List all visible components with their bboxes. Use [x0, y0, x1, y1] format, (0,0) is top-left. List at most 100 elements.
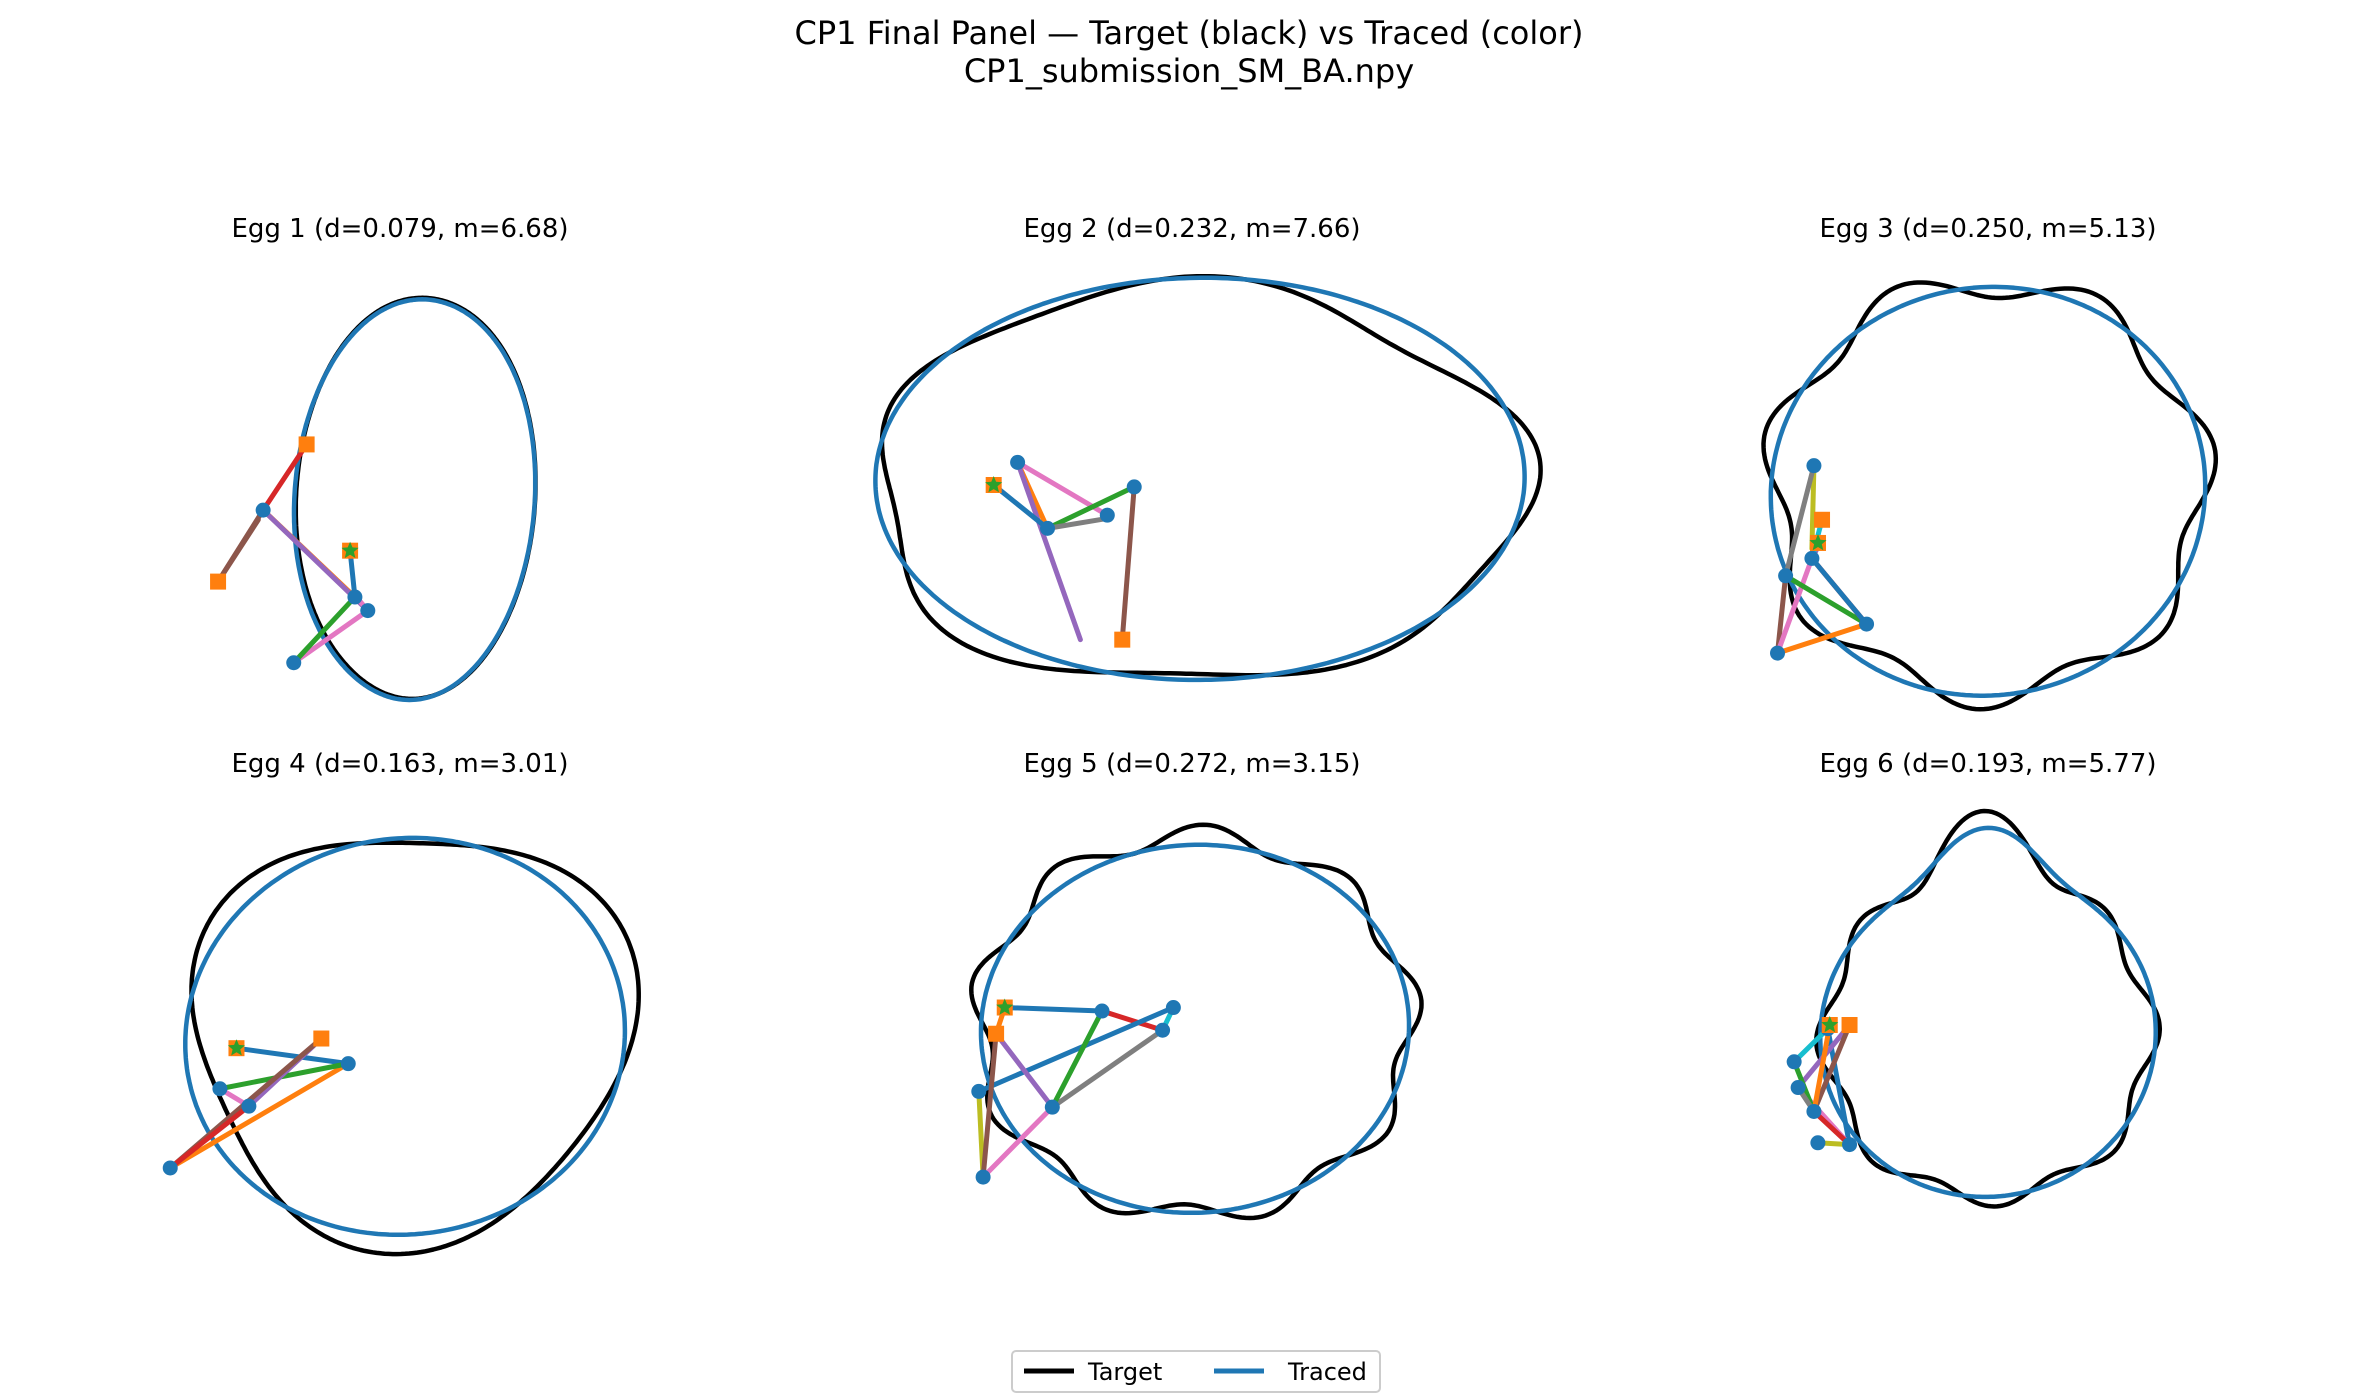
trace-point [1806, 458, 1822, 474]
trace-segment [1049, 1027, 1166, 1110]
legend-target-label: Target [1087, 1358, 1162, 1386]
traced-outline [978, 842, 1412, 1216]
start-star [996, 998, 1014, 1015]
target-outline [1813, 808, 2163, 1209]
trace-segment [1099, 1008, 1166, 1033]
start-star [227, 1039, 245, 1056]
trace-segment [1045, 484, 1137, 531]
trace-segment [1791, 1026, 1831, 1065]
legend-frame [1011, 1350, 1381, 1393]
legend: Target Traced [1011, 1350, 1381, 1393]
trace-point [1859, 616, 1875, 632]
anchor-square [1114, 631, 1131, 648]
panel-title: Egg 5 (d=0.272, m=3.15) [1023, 749, 1360, 779]
egg-panel-4: Egg 4 (d=0.163, m=3.01) [162, 749, 641, 1257]
trace-point [1810, 1135, 1826, 1151]
traced-outline [873, 275, 1527, 683]
trace-segment [1809, 555, 1870, 627]
trace-segment [1775, 573, 1789, 656]
trace-segment [991, 482, 1051, 531]
trace-segment [1002, 1005, 1105, 1014]
trace-segment [1783, 463, 1817, 579]
target-outline [1761, 280, 2219, 712]
trace-segment [1775, 621, 1870, 656]
anchor-square [298, 436, 315, 453]
anchor-square [1841, 1017, 1858, 1033]
panel-title: Egg 4 (d=0.163, m=3.01) [231, 749, 568, 779]
panel-title: Egg 3 (d=0.250, m=5.13) [1819, 214, 2156, 244]
trace-point [162, 1160, 178, 1176]
anchor-square [1814, 511, 1831, 528]
trace-segment [1015, 459, 1083, 643]
trace-segment [1811, 1108, 1853, 1148]
trace-point [241, 1098, 257, 1114]
trace-point [1099, 507, 1115, 523]
figure-title: CP1 Final Panel — Target (black) vs Trac… [795, 14, 1584, 52]
trace-point [347, 589, 363, 605]
trace-segment [980, 1104, 1055, 1180]
anchor-square [210, 573, 227, 590]
trace-segment [1811, 1022, 1853, 1114]
trace-point [340, 1056, 356, 1072]
trace-point [1806, 1103, 1822, 1119]
trace-segment [1811, 1022, 1833, 1114]
trace-point [1842, 1137, 1858, 1153]
trace-segment [215, 507, 266, 585]
start-star [985, 476, 1003, 493]
trace-segment [1045, 516, 1107, 531]
trace-segment [1775, 555, 1815, 656]
trace-point [1770, 645, 1786, 661]
target-outline [189, 840, 641, 1257]
trace-segment [993, 1031, 1055, 1110]
egg-panel-6: Egg 6 (d=0.193, m=5.77) [1786, 749, 2163, 1209]
trace-segment [291, 608, 371, 666]
trace-point [971, 1083, 987, 1099]
trace-segment [260, 441, 310, 513]
egg-panel-3: Egg 3 (d=0.250, m=5.13) [1761, 214, 2219, 712]
trace-segment [1809, 463, 1817, 552]
trace-point [1155, 1022, 1171, 1038]
panel-title: Egg 6 (d=0.193, m=5.77) [1819, 749, 2156, 779]
trace-point [1165, 1000, 1181, 1016]
trace-point [1790, 1080, 1806, 1096]
trace-point [1094, 1003, 1110, 1019]
trace-point [1786, 1054, 1802, 1070]
traced-outline [1768, 284, 2208, 698]
traced-outline [1818, 825, 2158, 1200]
legend-traced-label: Traced [1287, 1358, 1367, 1386]
trace-segment [167, 1103, 252, 1171]
start-star [341, 541, 359, 558]
trace-point [360, 603, 376, 619]
trace-point [286, 655, 302, 671]
trace-segment [167, 1061, 351, 1171]
traced-outline [183, 835, 628, 1238]
trace-segment [976, 1005, 1176, 1094]
egg-panel-1: Egg 1 (d=0.079, m=6.68) [210, 214, 569, 703]
anchor-square [988, 1025, 1005, 1042]
trace-point [1040, 520, 1056, 536]
panel-title: Egg 1 (d=0.079, m=6.68) [231, 214, 568, 244]
trace-segment [980, 1031, 999, 1180]
panel-title: Egg 2 (d=0.232, m=7.66) [1023, 214, 1360, 244]
egg-panels: Egg 1 (d=0.079, m=6.68) Egg 2 (d=0.232, m… [162, 214, 2219, 1257]
start-star [1821, 1016, 1839, 1033]
trace-point [975, 1169, 991, 1185]
trace-segment [1049, 1008, 1105, 1110]
traced-outline [291, 297, 538, 703]
egg-panel-5: Egg 5 (d=0.272, m=3.15) [969, 749, 1424, 1221]
trace-segment [1119, 484, 1137, 643]
trace-point [212, 1081, 228, 1097]
target-outline [879, 273, 1543, 678]
trace-point [1804, 550, 1820, 566]
start-star [1809, 534, 1827, 551]
figure-subtitle: CP1_submission_SM_BA.npy [964, 52, 1414, 90]
trace-point [1044, 1099, 1060, 1115]
trace-segment [233, 1045, 351, 1067]
trace-point [255, 502, 271, 518]
trace-segment [1783, 573, 1870, 627]
egg-panel-2: Egg 2 (d=0.232, m=7.66) [873, 214, 1543, 683]
trace-point [1778, 568, 1794, 584]
trace-segment [291, 594, 358, 666]
trace-point [1126, 479, 1142, 495]
